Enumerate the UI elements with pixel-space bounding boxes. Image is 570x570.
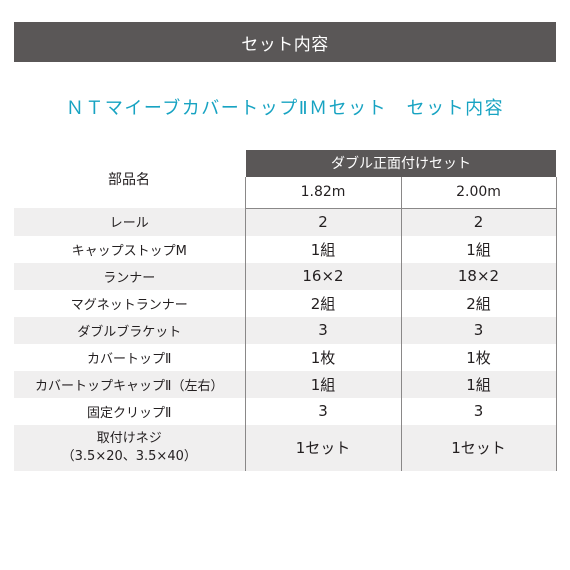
table-row: 固定クリップⅡ 3 3	[14, 397, 557, 425]
part-name: キャップストップM	[71, 243, 187, 259]
part-name: ダブルブラケット	[14, 316, 245, 344]
qty-200: 1組	[400, 235, 557, 263]
qty-182: 3	[244, 316, 401, 344]
set-contents-title: ＮＴマイーブカバートップⅡＭセット セット内容	[65, 98, 505, 119]
banner-title: セット内容	[241, 34, 329, 55]
qty-182: 2	[244, 208, 401, 236]
size-header-2: 2.00m	[400, 176, 557, 209]
part-name: カバートップⅡ	[87, 351, 172, 367]
set-type-header: ダブル正面付けセット	[244, 150, 556, 177]
qty-200: 2	[400, 208, 557, 236]
qty-200: 1セット	[400, 424, 557, 471]
part-name-line-2: （3.5×20、3.5×40）	[61, 448, 197, 464]
qty-182: 1組	[244, 370, 401, 398]
part-name: 取付けネジ （3.5×20、3.5×40）	[14, 424, 245, 471]
qty-182: 3	[244, 397, 401, 425]
size-header-1: 1.82m	[244, 176, 401, 209]
qty-182: 1セット	[244, 424, 401, 471]
qty-200: 18×2	[400, 262, 557, 290]
table-row: 取付けネジ （3.5×20、3.5×40） 1セット 1セット	[14, 424, 557, 471]
header-banner: セット内容	[14, 22, 556, 62]
part-name: マグネットランナー	[70, 297, 188, 313]
qty-200: 1枚	[400, 343, 557, 371]
part-name-header: 部品名	[14, 150, 245, 208]
part-name-line-1: 取付けネジ	[96, 430, 162, 446]
table-row: カバートップキャップⅡ（左右） 1組 1組	[14, 370, 557, 398]
qty-200: 1組	[400, 370, 557, 398]
table-row: キャップストップM 1組 1組	[14, 235, 557, 263]
part-name: 固定クリップⅡ	[87, 405, 172, 421]
qty-200: 3	[400, 397, 557, 425]
part-name: カバートップキャップⅡ（左右）	[14, 370, 245, 398]
qty-182: 1枚	[244, 343, 401, 371]
table-row: マグネットランナー 2組 2組	[14, 289, 557, 317]
qty-182: 2組	[244, 289, 401, 317]
part-name: ランナー	[14, 262, 245, 290]
qty-182: 1組	[244, 235, 401, 263]
qty-182: 16×2	[244, 262, 401, 290]
table-row: ランナー 16×2 18×2	[14, 262, 557, 290]
part-name: レール	[14, 208, 245, 236]
table-row: ダブルブラケット 3 3	[14, 316, 557, 344]
table-row: レール 2 2	[14, 208, 557, 236]
parts-table: 部品名 ダブル正面付けセット 1.82m 2.00m レール 2 2 キャップス…	[14, 150, 557, 471]
qty-200: 2組	[400, 289, 557, 317]
qty-200: 3	[400, 316, 557, 344]
table-row: カバートップⅡ 1枚 1枚	[14, 343, 557, 371]
